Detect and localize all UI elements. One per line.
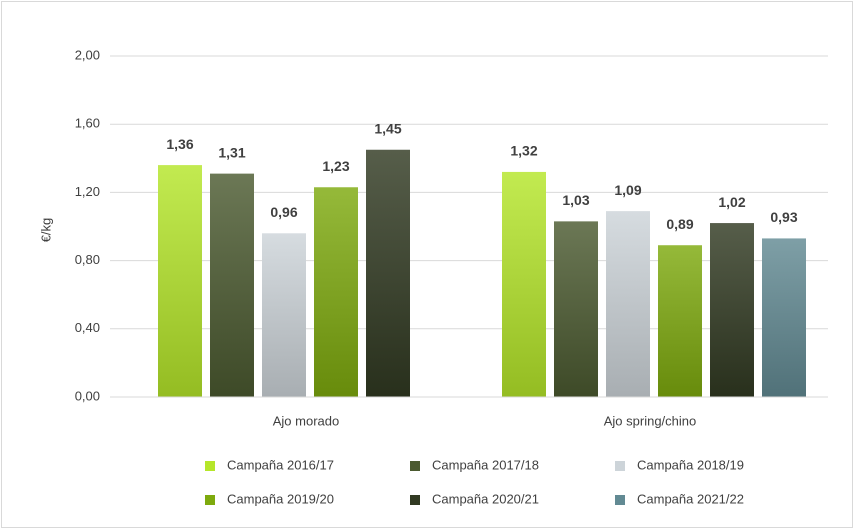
legend-label: Campaña 2018/19	[637, 457, 744, 472]
y-tick-label: 0,40	[75, 320, 100, 335]
bar-shade	[314, 187, 358, 397]
bar-shade	[554, 221, 598, 397]
legend-swatch	[410, 461, 420, 471]
data-label: 0,96	[270, 204, 297, 220]
y-tick-label: 0,80	[75, 252, 100, 267]
legend-label: Campaña 2020/21	[432, 491, 539, 506]
legend-swatch	[205, 495, 215, 505]
legend-swatch	[615, 461, 625, 471]
data-label: 1,23	[322, 158, 349, 174]
legend-label: Campaña 2019/20	[227, 491, 334, 506]
y-tick-label: 1,60	[75, 116, 100, 131]
bar-shade	[366, 149, 410, 397]
bar-shade	[710, 223, 754, 397]
data-label: 1,02	[718, 194, 745, 210]
bar-shade	[210, 173, 254, 397]
bar-shade	[158, 165, 202, 397]
bar-shade	[262, 233, 306, 397]
bar-shade	[658, 245, 702, 397]
data-label: 1,03	[562, 192, 589, 208]
legend-swatch	[205, 461, 215, 471]
y-tick-label: 1,20	[75, 184, 100, 199]
data-label: 1,32	[510, 143, 537, 159]
x-tick-label: Ajo morado	[273, 413, 339, 428]
bar-shade	[606, 211, 650, 397]
data-label: 0,93	[770, 209, 797, 225]
bar-shade	[762, 238, 806, 397]
x-tick-label: Ajo spring/chino	[604, 413, 697, 428]
legend-swatch	[615, 495, 625, 505]
data-label: 1,45	[374, 120, 401, 136]
legend-label: Campaña 2016/17	[227, 457, 334, 472]
y-tick-label: 2,00	[75, 47, 100, 62]
legend-label: Campaña 2021/22	[637, 491, 744, 506]
data-label: 1,36	[166, 136, 193, 152]
data-label: 1,09	[614, 182, 641, 198]
y-axis-label: €/kg	[38, 218, 53, 243]
y-tick-label: 0,00	[75, 388, 100, 403]
bar-shade	[502, 171, 546, 397]
data-label: 1,31	[218, 144, 245, 160]
legend-label: Campaña 2017/18	[432, 457, 539, 472]
legend-swatch	[410, 495, 420, 505]
data-label: 0,89	[666, 216, 693, 232]
